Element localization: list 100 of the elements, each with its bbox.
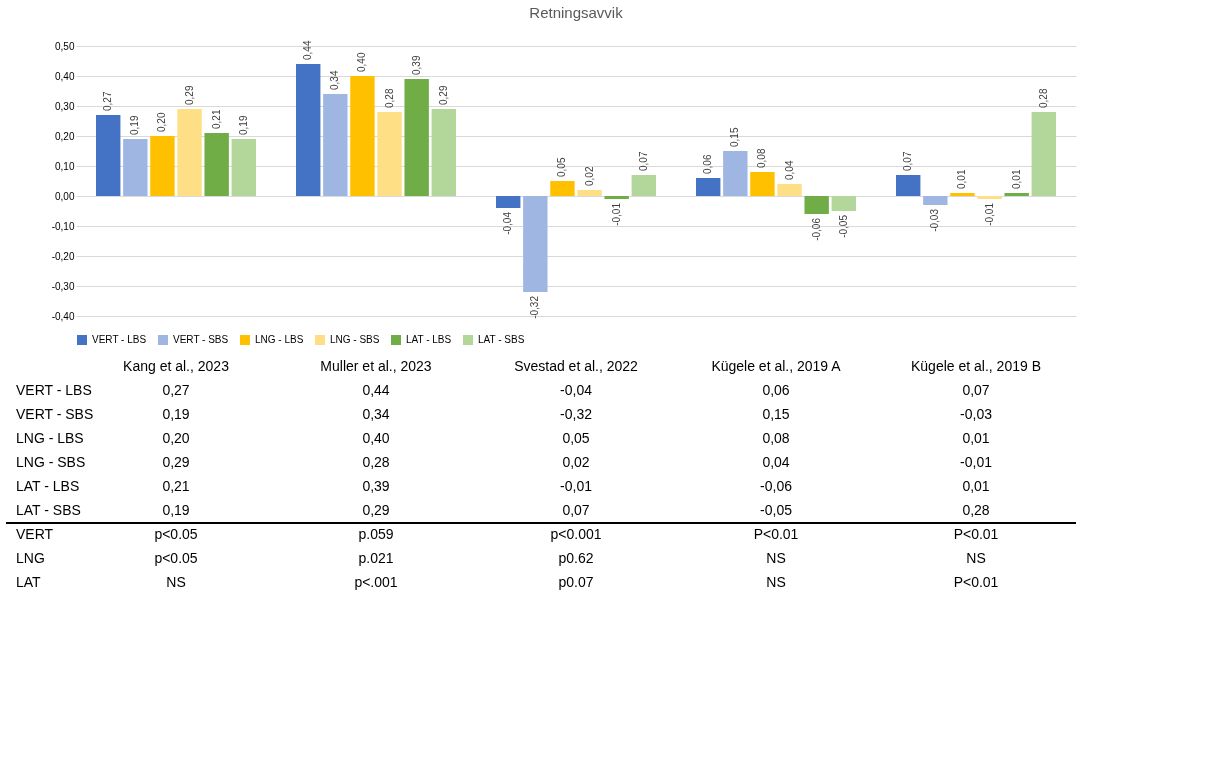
- text: 0,20: [156, 112, 168, 132]
- chart-title: Retningsavvik: [529, 3, 624, 21]
- data-label: 0,21: [162, 478, 190, 494]
- legend-label: LNG - SBS: [330, 334, 380, 345]
- data-label: 0,20: [162, 430, 190, 446]
- text: p<.001: [354, 574, 398, 590]
- bar: [831, 196, 856, 211]
- text: -0,06: [810, 218, 822, 241]
- data-label: 0,07: [962, 382, 990, 398]
- data-label: 0,05: [562, 430, 590, 446]
- bar: [350, 76, 375, 196]
- text: p.021: [358, 550, 394, 566]
- y-tick-label: 0,50: [55, 40, 75, 52]
- bar: [950, 193, 975, 196]
- bar: [431, 109, 456, 196]
- text: 0,19: [129, 115, 141, 135]
- y-tick-label: 0,20: [55, 130, 75, 142]
- data-label: 0,29: [362, 502, 390, 518]
- bar: [804, 196, 829, 214]
- bar: [377, 112, 402, 196]
- bar: [496, 196, 521, 208]
- text: LNG - LBS: [16, 430, 84, 446]
- text: -0,01: [610, 203, 622, 226]
- bar: [550, 181, 575, 196]
- text: 0,08: [756, 148, 768, 168]
- bar: [750, 172, 775, 196]
- y-tick-label: -0,10: [51, 220, 75, 232]
- text: LAT: [16, 574, 42, 590]
- text: 0,28: [383, 88, 395, 108]
- text: 0,21: [210, 109, 222, 129]
- bar: [177, 109, 202, 196]
- text: 0,28: [1037, 88, 1049, 108]
- text: -0,04: [502, 212, 514, 235]
- bar: [604, 196, 629, 199]
- data-label: -0,32: [560, 406, 593, 422]
- data-label: 0,15: [762, 406, 790, 422]
- text: 0,40: [356, 52, 368, 72]
- text: 0,19: [237, 115, 249, 135]
- text: VERT - SBS: [16, 406, 94, 422]
- y-tick-label: -0,30: [51, 280, 75, 292]
- text: 0,01: [956, 169, 968, 189]
- data-label: -0,05: [760, 502, 793, 518]
- bar: [123, 139, 148, 196]
- data-label: 0,39: [362, 478, 390, 494]
- data-label: 0,02: [562, 454, 590, 470]
- text: LNG - SBS: [16, 454, 86, 470]
- data-label: -0,01: [960, 454, 993, 470]
- text: NS: [766, 574, 786, 590]
- data-label: 0,07: [562, 502, 590, 518]
- x-tick-label: Svestad et al., 2022: [514, 358, 639, 374]
- text: 0,15: [729, 127, 741, 147]
- text: p0.62: [558, 550, 594, 566]
- x-tick-label: Kügele et al., 2019 B: [911, 358, 1041, 374]
- text: p<0.05: [154, 526, 198, 542]
- text: p.059: [358, 526, 394, 542]
- data-label: 0,44: [362, 382, 390, 398]
- legend-label: LNG - LBS: [255, 334, 304, 345]
- bar: [96, 115, 121, 196]
- text: VERT: [16, 526, 54, 542]
- bar: [204, 133, 229, 196]
- bar: [150, 136, 175, 196]
- bar: [296, 64, 321, 196]
- bar: [777, 184, 802, 196]
- text: -0,32: [529, 296, 541, 319]
- data-label: -0,04: [560, 382, 593, 398]
- data-label: 0,06: [762, 382, 790, 398]
- text: 0,06: [702, 154, 714, 174]
- data-label: 0,19: [162, 406, 190, 422]
- data-label: 0,04: [762, 454, 790, 470]
- data-label: 0,34: [362, 406, 390, 422]
- text: NS: [766, 550, 786, 566]
- text: 0,27: [102, 91, 114, 111]
- x-tick-label: Kügele et al., 2019 A: [711, 358, 842, 374]
- text: p<0.001: [550, 526, 602, 542]
- text: p<0.05: [154, 550, 198, 566]
- data-label: 0,29: [162, 454, 190, 470]
- x-tick-label: Muller et al., 2023: [320, 358, 432, 374]
- text: 0,44: [302, 40, 314, 60]
- text: -0,03: [929, 209, 941, 232]
- text: VERT - LBS: [16, 382, 92, 398]
- data-label: 0,40: [362, 430, 390, 446]
- bar: [1031, 112, 1056, 196]
- bar: [631, 175, 656, 196]
- bar: [231, 139, 256, 196]
- text: NS: [966, 550, 986, 566]
- text: NS: [166, 574, 186, 590]
- text: 0,02: [583, 166, 595, 186]
- bar: [923, 196, 948, 205]
- data-label: 0,01: [962, 430, 990, 446]
- bar: [977, 196, 1002, 199]
- text: 0,39: [410, 55, 422, 75]
- text: P<0.01: [953, 574, 999, 590]
- bar: [523, 196, 548, 292]
- data-label: 0,01: [962, 478, 990, 494]
- data-label: -0,03: [960, 406, 993, 422]
- text: LAT - LBS: [16, 478, 80, 494]
- data-label: 0,19: [162, 502, 190, 518]
- y-tick-label: 0,00: [55, 190, 75, 202]
- text: 0,05: [556, 157, 568, 177]
- text: p0.07: [558, 574, 594, 590]
